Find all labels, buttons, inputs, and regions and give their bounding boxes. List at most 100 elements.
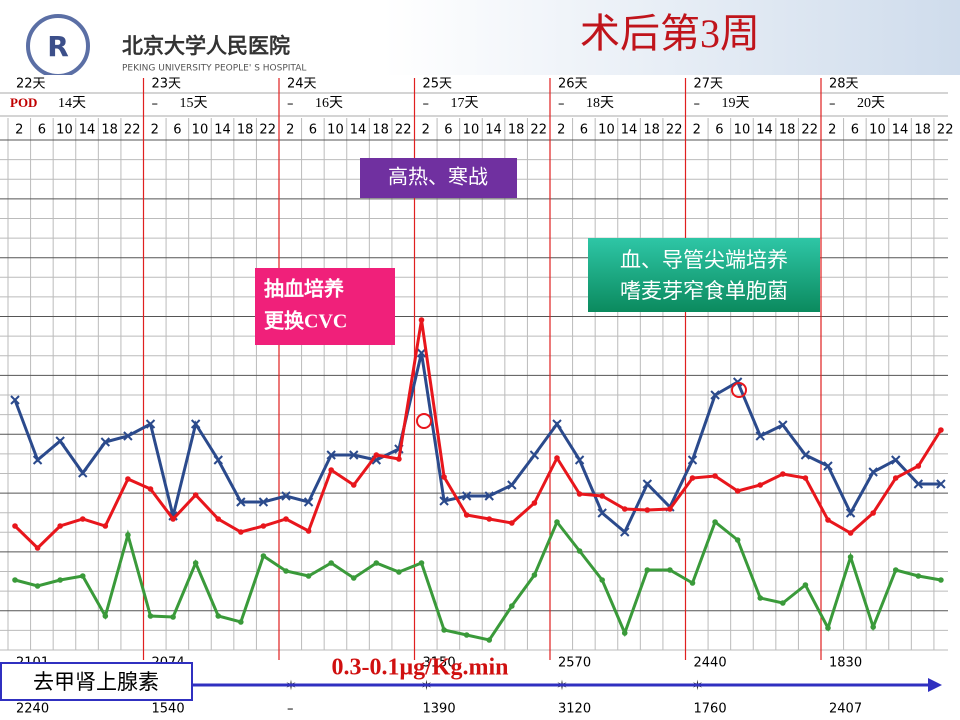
point (350, 482, 357, 488)
hour-label: 2 (15, 123, 23, 138)
pod-dash: – (152, 97, 159, 112)
point (825, 625, 831, 631)
hour-label: 10 (734, 123, 751, 138)
point (441, 627, 447, 633)
point (238, 619, 244, 625)
point (34, 545, 41, 551)
point (238, 529, 244, 535)
hour-label: 10 (327, 123, 344, 138)
pod-day: 19天 (722, 96, 750, 111)
point (915, 573, 922, 579)
series-line (13, 352, 941, 535)
highlight-circle (416, 413, 432, 429)
bottom-value: 2570 (558, 656, 591, 671)
point (303, 497, 314, 507)
point (734, 537, 741, 543)
point (192, 560, 199, 566)
pod-dash: – (694, 97, 701, 112)
point (621, 630, 628, 636)
hour-label: 18 (237, 123, 254, 138)
hour-label: 14 (214, 123, 231, 138)
point (12, 523, 18, 529)
annotation: 抽血培养 (264, 277, 344, 301)
date-label: 28天 (829, 77, 859, 92)
point (712, 519, 718, 525)
hour-label: 14 (892, 123, 909, 138)
point (870, 624, 876, 630)
hour-label: 6 (444, 123, 452, 138)
point (554, 455, 560, 461)
drug-label: 去甲肾上腺素 (33, 670, 159, 694)
point (10, 395, 20, 405)
point (281, 491, 291, 501)
hour-label: 10 (869, 123, 886, 138)
point (350, 575, 357, 581)
pod-day: 20天 (857, 96, 885, 111)
point (57, 577, 63, 583)
hour-label: 18 (643, 123, 660, 138)
hour-label: 10 (56, 123, 73, 138)
point (891, 455, 901, 465)
point (78, 468, 88, 478)
point (55, 436, 65, 446)
annotation: 高热、寒战 (388, 165, 488, 189)
point (644, 567, 651, 573)
point (597, 508, 607, 518)
hour-label: 22 (124, 123, 141, 138)
point (802, 475, 809, 481)
annotation-box (255, 268, 395, 345)
point (644, 507, 651, 513)
hour-label: 2 (828, 123, 836, 138)
bottom-value: 2440 (694, 656, 727, 671)
hour-label: 2 (286, 123, 294, 138)
point (416, 348, 427, 358)
point (938, 577, 944, 583)
hour-label: 14 (485, 123, 502, 138)
point (757, 482, 764, 488)
series-line (13, 319, 943, 551)
hour-label: 10 (192, 123, 209, 138)
pod-dash: – (829, 97, 836, 112)
annotation: 嗜麦芽窄食单胞菌 (620, 279, 788, 303)
pod-dash: – (287, 97, 294, 112)
point (283, 568, 289, 574)
point (868, 467, 878, 477)
point (100, 437, 111, 447)
point (439, 496, 449, 506)
point (870, 510, 876, 516)
point (531, 572, 538, 578)
point (531, 500, 538, 506)
point (576, 548, 583, 554)
pod-dash: – (558, 97, 565, 112)
slide-title: 术后第3周 (580, 11, 760, 56)
point (509, 603, 515, 609)
header-bg (0, 0, 960, 75)
point (260, 523, 267, 529)
point (147, 486, 154, 492)
point (509, 520, 515, 526)
point (574, 455, 585, 465)
point (190, 419, 201, 429)
hour-label: 18 (779, 123, 796, 138)
point (486, 637, 493, 643)
point (621, 506, 628, 512)
point (689, 475, 696, 481)
point (847, 554, 854, 560)
point (620, 527, 630, 537)
point (689, 580, 696, 586)
point (305, 573, 312, 579)
point (484, 491, 494, 501)
pod-day: 18天 (586, 96, 614, 111)
point (802, 582, 809, 588)
pod-day: 14天 (58, 96, 86, 111)
point (170, 614, 176, 620)
hour-label: 22 (259, 123, 276, 138)
point (778, 420, 788, 430)
hour-label: 10 (463, 123, 480, 138)
point (576, 491, 583, 497)
point (349, 450, 359, 460)
point (102, 523, 109, 529)
point (215, 516, 222, 522)
point (710, 390, 720, 400)
hour-label: 6 (173, 123, 181, 138)
